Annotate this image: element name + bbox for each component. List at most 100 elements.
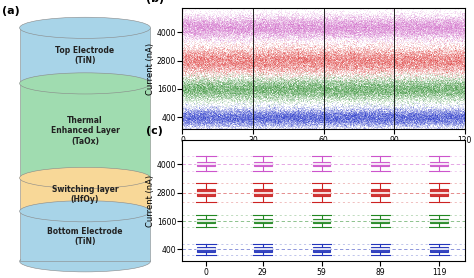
Point xyxy=(285,22,292,26)
Point xyxy=(301,121,309,125)
Point xyxy=(184,124,192,128)
Point xyxy=(337,25,345,30)
Point xyxy=(264,63,272,68)
Point xyxy=(271,86,279,91)
Point xyxy=(192,111,200,116)
Point xyxy=(234,88,242,92)
Point xyxy=(395,84,403,88)
Point xyxy=(374,114,382,119)
Point xyxy=(322,66,329,70)
Point xyxy=(258,44,266,48)
Point xyxy=(419,89,427,93)
Point xyxy=(442,120,449,124)
Point xyxy=(254,77,261,82)
Point xyxy=(311,117,319,121)
Point xyxy=(226,114,233,118)
Point xyxy=(256,58,264,63)
Point xyxy=(448,18,456,23)
Point xyxy=(380,30,387,34)
Point xyxy=(363,90,371,95)
Point xyxy=(428,31,435,36)
Point xyxy=(234,21,242,26)
Point xyxy=(268,27,275,31)
Point xyxy=(403,89,410,94)
Point xyxy=(318,29,326,34)
Point xyxy=(184,85,191,90)
Point xyxy=(409,29,417,34)
Point xyxy=(362,122,369,126)
Point xyxy=(319,26,327,30)
Point xyxy=(426,19,434,24)
Point xyxy=(336,76,344,80)
Point xyxy=(238,67,246,71)
Point xyxy=(378,49,386,53)
Point xyxy=(327,20,334,24)
Point xyxy=(453,78,460,82)
Point xyxy=(355,85,363,90)
Point xyxy=(401,91,409,96)
Point xyxy=(226,89,234,94)
Point xyxy=(283,12,291,16)
Point xyxy=(250,49,258,54)
Point xyxy=(213,120,221,125)
Point xyxy=(374,64,381,69)
Point xyxy=(387,66,394,71)
Point xyxy=(409,122,416,126)
Point xyxy=(459,115,466,120)
Point xyxy=(399,91,407,96)
Point xyxy=(342,95,350,100)
Point xyxy=(414,90,422,95)
Point xyxy=(246,89,254,93)
Point xyxy=(430,48,438,53)
Point xyxy=(271,92,279,96)
Point xyxy=(245,124,252,128)
Point xyxy=(409,32,417,36)
Point xyxy=(231,116,239,120)
Point xyxy=(230,75,238,79)
Point xyxy=(269,58,277,63)
Point xyxy=(331,21,339,25)
Point xyxy=(406,113,414,118)
Point xyxy=(346,121,354,126)
Point xyxy=(378,14,386,18)
Point xyxy=(181,13,188,17)
Point xyxy=(369,72,376,77)
Point xyxy=(239,74,247,78)
Point xyxy=(326,78,333,83)
Point xyxy=(203,116,211,120)
Point xyxy=(363,60,370,64)
Point xyxy=(401,22,409,26)
Point xyxy=(437,119,445,123)
Point xyxy=(279,60,286,64)
Point xyxy=(330,49,338,54)
Point xyxy=(362,79,369,84)
Point xyxy=(402,126,410,130)
Point xyxy=(448,74,456,78)
Point xyxy=(202,113,210,118)
Point xyxy=(203,25,210,29)
Point xyxy=(255,53,262,57)
Point xyxy=(364,52,372,56)
Point xyxy=(251,46,259,50)
Point xyxy=(264,29,272,33)
Point xyxy=(240,120,247,124)
Point xyxy=(201,17,209,22)
Point xyxy=(441,80,448,85)
Point xyxy=(429,52,437,56)
Point xyxy=(447,55,455,60)
Point xyxy=(431,67,438,71)
Point xyxy=(352,104,360,108)
Point xyxy=(459,15,466,20)
Point xyxy=(226,111,233,116)
Point xyxy=(280,82,288,87)
Point xyxy=(425,81,432,85)
Point xyxy=(356,67,364,71)
Point xyxy=(396,54,403,58)
Point xyxy=(322,29,329,34)
Point xyxy=(350,95,357,99)
Point xyxy=(270,118,278,123)
Point xyxy=(322,18,329,23)
Point xyxy=(255,22,263,26)
Point xyxy=(447,66,454,70)
Point xyxy=(196,113,204,117)
